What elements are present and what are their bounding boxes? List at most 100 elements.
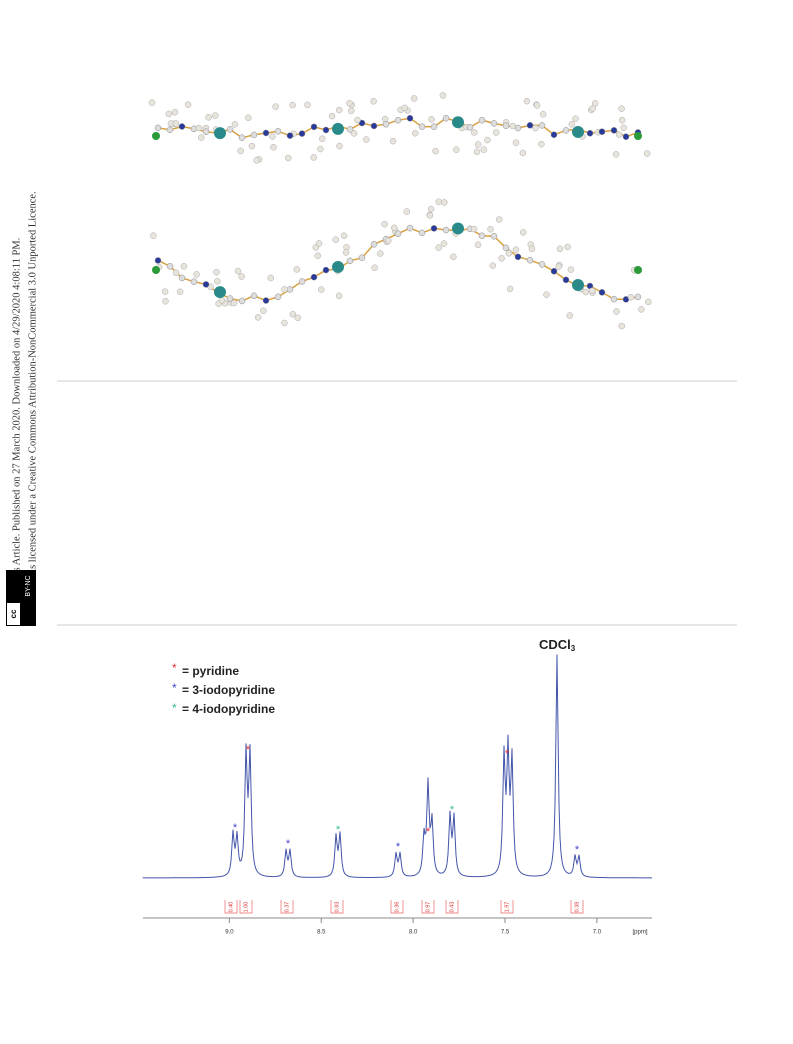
atom xyxy=(212,113,218,119)
x-unit: [ppm] xyxy=(632,930,647,936)
atom xyxy=(467,124,473,130)
atom xyxy=(282,286,288,292)
atom xyxy=(563,277,569,283)
atom xyxy=(427,212,433,218)
atom xyxy=(162,289,168,295)
atom xyxy=(628,294,634,300)
halogen xyxy=(152,132,160,140)
atom xyxy=(341,233,347,239)
atom xyxy=(645,299,651,305)
atom xyxy=(475,141,481,147)
atom xyxy=(185,102,191,108)
atom xyxy=(255,314,261,320)
atom xyxy=(402,105,408,111)
x-tick-label: 7.5 xyxy=(501,930,510,936)
atom xyxy=(270,144,276,150)
atom xyxy=(245,115,251,121)
atom xyxy=(162,298,168,304)
atom xyxy=(372,265,378,271)
atom xyxy=(524,98,530,104)
integral-label: 0.40 xyxy=(228,902,234,913)
atom xyxy=(407,225,413,231)
x-tick-label: 7.0 xyxy=(593,930,602,936)
atom xyxy=(479,117,485,123)
atom xyxy=(251,132,257,138)
atom xyxy=(390,138,396,144)
atom xyxy=(239,274,245,280)
atom xyxy=(254,157,260,163)
legend-star: * xyxy=(172,681,177,695)
atom xyxy=(616,132,622,138)
atom xyxy=(311,124,317,130)
atom xyxy=(285,155,291,161)
atom xyxy=(515,125,521,131)
atom xyxy=(551,132,557,138)
integral-label: 0.36 xyxy=(394,902,400,913)
legend-label: = 4-iodopyridine xyxy=(182,702,275,716)
atom xyxy=(587,130,593,136)
atom xyxy=(214,278,220,284)
solvent-sub: 3 xyxy=(571,644,576,653)
x-tick-label: 9.0 xyxy=(225,930,234,936)
badge-text: BY-NC xyxy=(25,575,32,596)
metal xyxy=(214,286,226,298)
atom xyxy=(619,323,625,329)
atom xyxy=(412,130,418,136)
metal xyxy=(332,261,344,273)
atom xyxy=(359,255,365,261)
badge-text: cc xyxy=(9,609,18,618)
atom xyxy=(488,226,494,232)
atom xyxy=(563,127,569,133)
metal xyxy=(572,126,584,138)
atom xyxy=(395,231,401,237)
atom xyxy=(290,102,296,108)
atom xyxy=(173,270,179,276)
atom xyxy=(329,113,335,119)
atom xyxy=(363,137,369,143)
atom xyxy=(621,125,627,131)
sidebar-text: This article is licensed under a Creativ… xyxy=(27,191,38,622)
atom xyxy=(150,233,156,239)
atom xyxy=(619,106,625,112)
atom xyxy=(179,275,185,281)
atom xyxy=(260,308,266,314)
atom xyxy=(377,251,383,257)
atom xyxy=(431,124,437,130)
atom xyxy=(263,130,269,136)
atom xyxy=(638,306,644,312)
atom xyxy=(419,230,425,236)
atom xyxy=(149,100,155,106)
atom xyxy=(440,92,446,98)
atom xyxy=(450,254,456,260)
cc-badge: cc BY-NC xyxy=(6,570,36,626)
atom xyxy=(443,227,449,233)
atom xyxy=(538,141,544,147)
atom xyxy=(238,148,244,154)
atom xyxy=(299,279,305,285)
atom xyxy=(599,289,605,295)
atom xyxy=(567,313,573,319)
atom xyxy=(249,143,255,149)
atom xyxy=(251,293,257,299)
atom xyxy=(333,237,339,243)
atom xyxy=(336,293,342,299)
atom xyxy=(507,286,513,292)
atom xyxy=(167,263,173,269)
atom xyxy=(294,266,300,272)
atom xyxy=(273,104,279,110)
atom xyxy=(599,129,605,135)
atom xyxy=(471,129,477,135)
atom xyxy=(287,286,293,292)
atom xyxy=(203,129,209,135)
atom xyxy=(499,255,505,261)
atom xyxy=(479,233,485,239)
atom xyxy=(385,238,391,244)
atom xyxy=(428,206,434,212)
atom xyxy=(429,116,435,122)
atom xyxy=(203,281,209,287)
atom xyxy=(613,151,619,157)
legend-label: = pyridine xyxy=(182,664,239,678)
atom xyxy=(235,268,241,274)
atom xyxy=(239,298,245,304)
